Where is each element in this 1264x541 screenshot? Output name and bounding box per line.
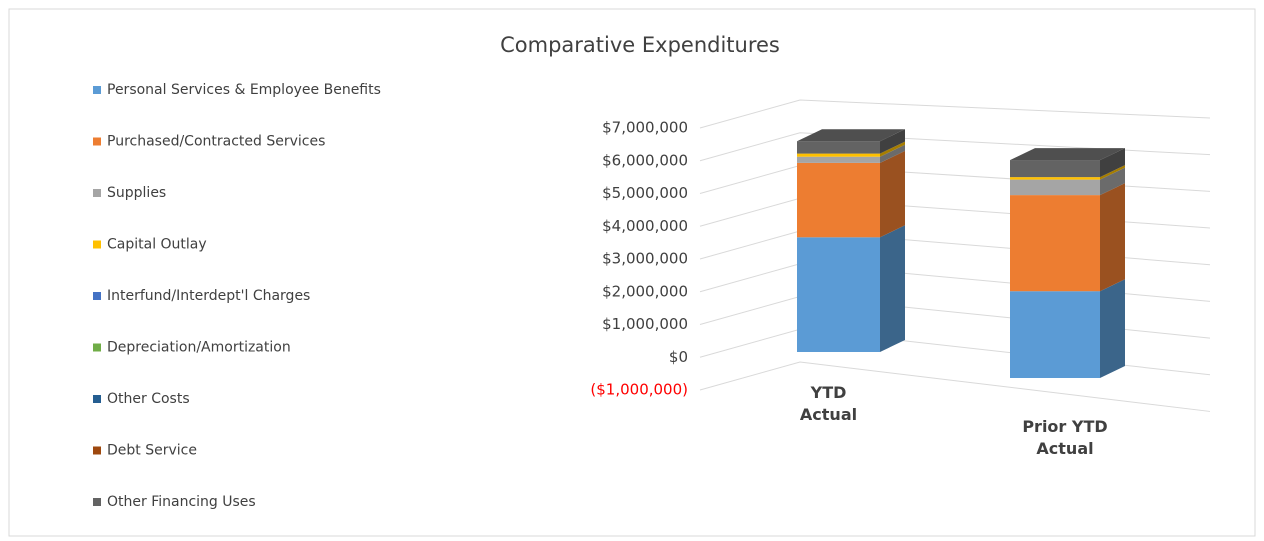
legend-swatch	[93, 137, 101, 146]
legend-swatch	[93, 395, 101, 403]
legend-swatch	[93, 240, 101, 249]
bar-segment	[1010, 160, 1100, 178]
y-tick-label: $1,000,000	[602, 315, 688, 333]
y-tick-label: $4,000,000	[602, 217, 688, 235]
x-tick-label: YTD Actual	[800, 383, 857, 424]
legend-swatch	[93, 189, 101, 197]
legend-label: Capital Outlay	[107, 237, 207, 253]
bar-segment-side	[880, 129, 905, 154]
y-tick-label: $7,000,000	[602, 119, 688, 137]
bar-segment	[1010, 195, 1100, 292]
bar-segment	[797, 162, 880, 238]
y-tick-label: ($1,000,000)	[590, 381, 688, 399]
x-tick-label: Prior YTD Actual	[1022, 417, 1107, 458]
bar-segment-side	[1100, 279, 1125, 378]
bar-segment-side	[880, 141, 905, 157]
bar-segment-side	[1100, 148, 1125, 178]
y-tick-label: $0	[669, 348, 688, 366]
bar-segment	[1010, 179, 1100, 196]
bar-top	[797, 129, 905, 142]
legend-label: Debt Service	[107, 443, 197, 459]
bar-segment	[1010, 177, 1100, 180]
bar-segment-side	[880, 150, 905, 238]
legend-label: Other Financing Uses	[107, 494, 256, 510]
y-tick-label: $6,000,000	[602, 151, 688, 169]
grid-line	[699, 361, 1211, 412]
legend-swatch	[93, 292, 101, 300]
bar-top	[1010, 148, 1125, 161]
chart-title: Comparative Expenditures	[500, 33, 780, 57]
legend-label: Personal Services & Employee Benefits	[107, 82, 381, 98]
legend-label: Purchased/Contracted Services	[107, 134, 325, 150]
legend-label: Other Costs	[107, 391, 190, 407]
grid-line	[699, 99, 1211, 129]
legend-swatch	[93, 343, 101, 352]
bar-segment-side	[1100, 165, 1125, 180]
bar-segment	[797, 237, 880, 352]
y-tick-label: $5,000,000	[602, 184, 688, 202]
bar-segment-side	[880, 225, 905, 352]
grid-line	[699, 132, 1211, 162]
bar-segment-side	[1100, 183, 1125, 292]
bar-segment	[797, 156, 880, 163]
y-tick-label: $2,000,000	[602, 282, 688, 300]
legend-label: Interfund/Interdept'l Charges	[107, 288, 310, 304]
y-tick-label: $3,000,000	[602, 250, 688, 268]
legend-label: Depreciation/Amortization	[107, 340, 291, 356]
bar-segment	[797, 141, 880, 154]
bar-segment	[797, 153, 880, 157]
bar-segment-side	[880, 144, 905, 163]
legend-swatch	[93, 446, 101, 455]
bar-segment-side	[1100, 167, 1125, 196]
bar-segment	[1010, 291, 1100, 378]
legend-label: Supplies	[107, 185, 166, 201]
legend-swatch	[93, 498, 101, 506]
legend-swatch	[93, 86, 101, 94]
